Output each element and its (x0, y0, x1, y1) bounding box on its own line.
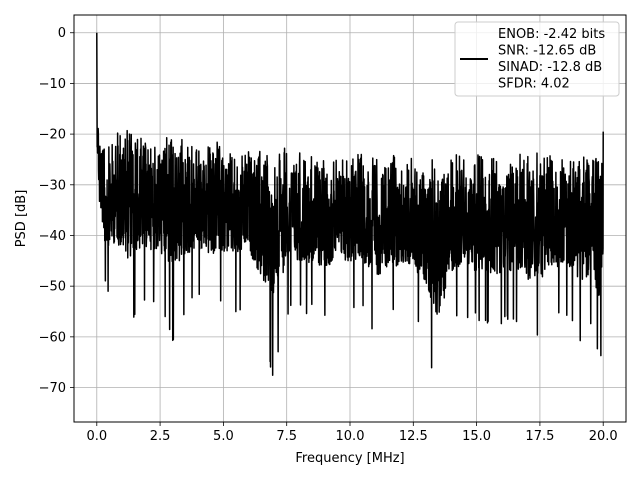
plot-area (96, 32, 604, 377)
legend: ENOB: -2.42 bits SNR: -12.65 dB SINAD: -… (454, 21, 620, 97)
x-tick-label: 7.5 (276, 429, 297, 444)
x-tick-label: 10.0 (336, 429, 365, 444)
psd-trace-line (96, 32, 604, 377)
legend-box (454, 21, 620, 97)
y-tick-label: −50 (39, 280, 66, 295)
legend-entry-sfdr: SFDR: 4.02 (498, 77, 570, 92)
legend-entry-enob: ENOB: -2.42 bits (498, 27, 605, 42)
x-tick-label: 12.5 (399, 429, 428, 444)
x-tick-label: 0.0 (86, 429, 107, 444)
y-tick-label: −20 (39, 128, 66, 143)
y-tick-label: −70 (39, 381, 66, 396)
legend-entry-snr: SNR: -12.65 dB (498, 44, 596, 59)
y-tick-label: −40 (39, 229, 66, 244)
y-tick-label: −10 (39, 77, 66, 92)
x-axis-ticks: 0.0 2.5 5.0 7.5 10.0 12.5 15.0 17.5 20.0 (86, 422, 618, 444)
x-tick-label: 15.0 (462, 429, 491, 444)
legend-entry-sinad: SINAD: -12.8 dB (498, 60, 602, 75)
y-tick-label: −60 (39, 330, 66, 345)
x-tick-label: 20.0 (589, 429, 618, 444)
x-tick-label: 17.5 (525, 429, 554, 444)
y-tick-label: 0 (58, 26, 66, 41)
y-axis-label: PSD [dB] (14, 190, 29, 248)
y-axis-ticks: 0 −10 −20 −30 −40 −50 −60 −70 (39, 26, 74, 396)
x-tick-label: 2.5 (150, 429, 171, 444)
x-axis-label: Frequency [MHz] (295, 451, 404, 466)
y-tick-label: −30 (39, 178, 66, 193)
x-tick-label: 5.0 (213, 429, 234, 444)
